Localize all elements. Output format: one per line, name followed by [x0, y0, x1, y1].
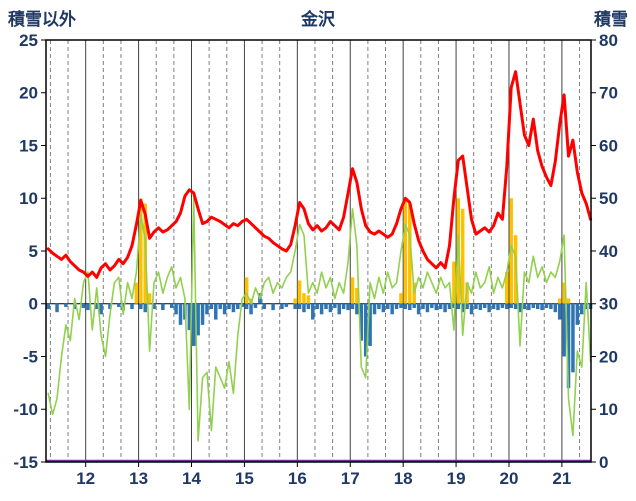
svg-text:16: 16 — [288, 469, 307, 488]
svg-text:0: 0 — [29, 295, 38, 314]
svg-text:13: 13 — [129, 469, 148, 488]
svg-text:14: 14 — [182, 469, 201, 488]
svg-text:25: 25 — [19, 31, 38, 50]
svg-text:17: 17 — [341, 469, 360, 488]
svg-text:0: 0 — [599, 453, 608, 472]
svg-text:-15: -15 — [13, 453, 38, 472]
svg-text:70: 70 — [599, 84, 618, 103]
svg-text:15: 15 — [235, 469, 254, 488]
svg-text:20: 20 — [500, 469, 519, 488]
svg-text:50: 50 — [599, 189, 618, 208]
svg-text:10: 10 — [19, 189, 38, 208]
chart-title: 金沢 — [301, 10, 335, 29]
svg-text:40: 40 — [599, 242, 618, 261]
svg-text:60: 60 — [599, 136, 618, 155]
svg-text:-10: -10 — [13, 400, 38, 419]
svg-text:10: 10 — [599, 400, 618, 419]
svg-text:20: 20 — [599, 347, 618, 366]
right-axis-title: 積雪 — [594, 10, 628, 29]
svg-text:20: 20 — [19, 84, 38, 103]
svg-text:21: 21 — [552, 469, 571, 488]
svg-text:5: 5 — [29, 242, 38, 261]
svg-text:30: 30 — [599, 295, 618, 314]
left-axis-title: 積雪以外 — [8, 10, 76, 29]
svg-text:18: 18 — [394, 469, 413, 488]
svg-text:12: 12 — [76, 469, 95, 488]
svg-text:15: 15 — [19, 136, 38, 155]
svg-text:80: 80 — [599, 31, 618, 50]
svg-text:-5: -5 — [23, 347, 38, 366]
svg-text:19: 19 — [447, 469, 466, 488]
